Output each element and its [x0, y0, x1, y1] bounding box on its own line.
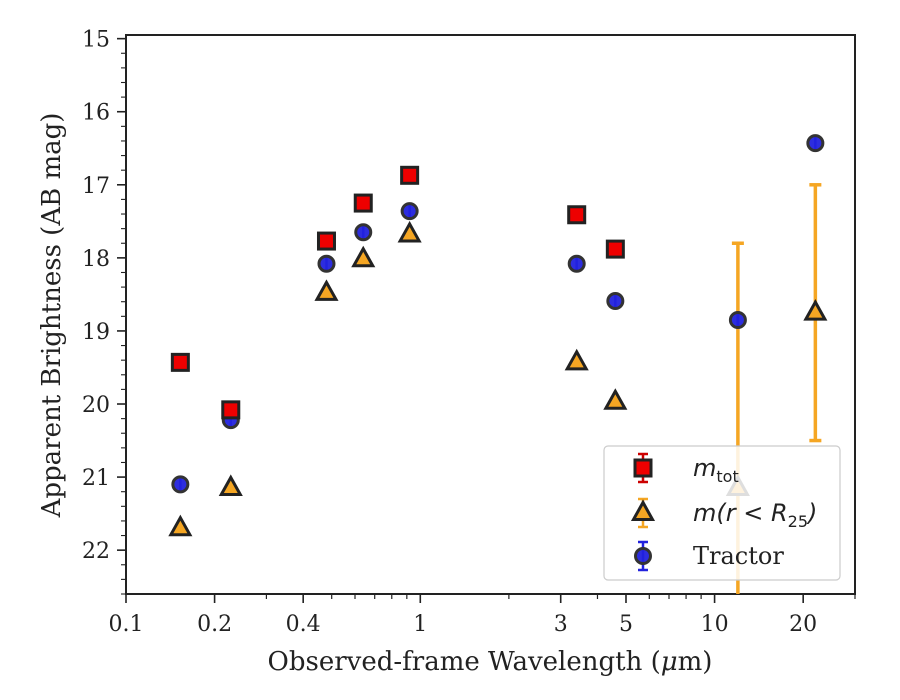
x-tick-label: 5	[619, 612, 633, 637]
x-axis-label: Observed-frame Wavelength (μm)	[268, 647, 713, 677]
y-tick-label: 15	[82, 28, 110, 53]
y-tick-label: 19	[82, 320, 110, 345]
data-point-triangle	[168, 514, 193, 537]
data-point-square	[567, 205, 587, 225]
x-tick-label: 3	[554, 612, 568, 637]
y-tick-label: 16	[82, 101, 110, 126]
data-point-square	[400, 165, 420, 185]
y-tick-label: 21	[82, 466, 110, 491]
data-point-circle	[171, 475, 190, 494]
legend-marker-circle	[634, 547, 652, 565]
data-point-square	[170, 352, 190, 372]
legend: mtot m(r < R25) Tractor	[603, 445, 841, 581]
data-point-circle	[728, 310, 747, 329]
data-point-triangle	[603, 388, 628, 410]
x-axis: 0.1 0.2 0.4 1 3 5 10 20	[109, 594, 856, 637]
data-point-triangle	[397, 220, 422, 243]
y-axis: 15 16 17 18 19 20 21 22	[82, 28, 126, 595]
x-tick-label: 1	[413, 612, 427, 637]
data-point-circle	[354, 223, 373, 242]
data-point-circle	[400, 202, 419, 221]
data-point-circle	[317, 254, 336, 273]
plot-area	[125, 34, 856, 595]
legend-label: m(r < R25)	[693, 499, 817, 531]
plot-frame	[125, 34, 856, 595]
data-point-circle	[606, 291, 625, 310]
x-tick-label: 10	[701, 612, 729, 637]
data-point-triangle	[314, 279, 339, 301]
data-point-square	[221, 400, 241, 420]
legend-label: Tractor	[693, 542, 784, 570]
y-tick-label: 20	[82, 393, 110, 418]
legend-marker-square	[633, 458, 653, 478]
data-point-square	[605, 239, 625, 259]
x-tick-label: 0.4	[286, 612, 321, 637]
data-point-triangle	[564, 348, 589, 371]
x-tick-label: 0.1	[109, 612, 144, 637]
data-point-triangle	[351, 245, 376, 268]
data-point-square	[316, 231, 336, 251]
x-tick-label: 0.2	[197, 612, 232, 637]
y-tick-label: 18	[82, 247, 110, 272]
data-point-triangle	[803, 299, 828, 321]
data-point-circle	[806, 134, 825, 153]
data-point-triangle	[218, 474, 243, 497]
x-tick-label: 20	[789, 612, 817, 637]
y-tick-label: 22	[82, 539, 110, 564]
legend-box	[603, 445, 841, 581]
y-tick-label: 17	[82, 174, 110, 199]
y-axis-label: Apparent Brightness (AB mag)	[37, 113, 67, 519]
data-point-circle	[567, 254, 586, 273]
legend-label: mtot	[693, 454, 739, 486]
legend-marker-triangle	[630, 499, 656, 521]
data-point-square	[353, 193, 373, 213]
